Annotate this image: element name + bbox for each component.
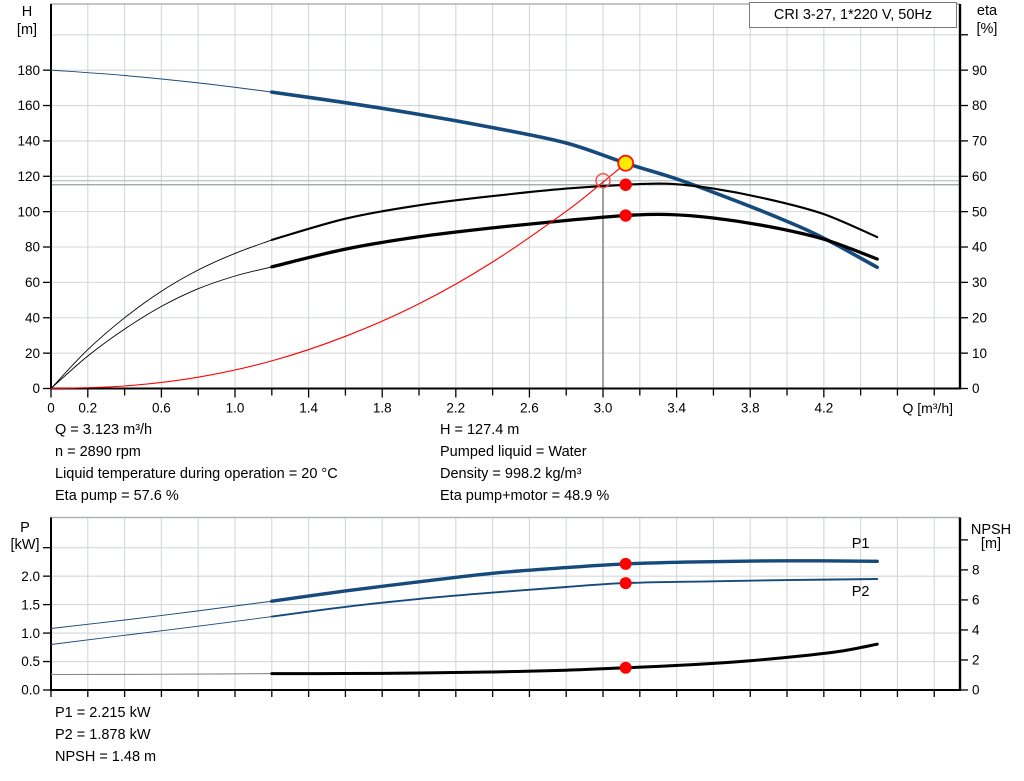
svg-text:[m]: [m] [981, 536, 1001, 552]
eta-pump-duty-dot [619, 178, 632, 191]
requested-duty-point [595, 172, 611, 189]
svg-text:8: 8 [972, 563, 980, 578]
svg-text:80: 80 [25, 240, 40, 255]
npsh-curve [50, 642, 879, 676]
svg-text:0: 0 [972, 381, 980, 396]
svg-text:90: 90 [972, 63, 987, 78]
svg-text:0: 0 [32, 381, 40, 396]
svg-text:60: 60 [972, 169, 987, 184]
p2-curve-label: P2 [852, 584, 870, 600]
duty-crosshair [51, 180, 960, 389]
svg-text:2.0: 2.0 [21, 569, 40, 584]
svg-text:0.6: 0.6 [152, 401, 171, 416]
svg-text:30: 30 [972, 275, 987, 290]
svg-text:1.8: 1.8 [373, 401, 392, 416]
svg-text:3.4: 3.4 [667, 401, 686, 416]
npsh-text: NPSH = 1.48 m [55, 749, 157, 765]
svg-text:2.2: 2.2 [446, 401, 465, 416]
svg-text:Q [m³/h]: Q [m³/h] [902, 400, 953, 416]
npsh-duty-dot [619, 661, 632, 674]
svg-text:160: 160 [17, 98, 40, 113]
svg-text:6: 6 [972, 593, 980, 608]
svg-text:0.2: 0.2 [78, 401, 97, 416]
density-text: Density = 998.2 kg/m³ [440, 466, 582, 482]
duty-head-text: H = 127.4 m [440, 422, 520, 438]
svg-text:1.0: 1.0 [226, 401, 245, 416]
pumped-liquid-text: Pumped liquid = Water [440, 444, 587, 460]
gridlines [51, 4, 960, 389]
svg-text:180: 180 [17, 63, 40, 78]
svg-text:eta: eta [977, 3, 998, 19]
pump-speed-text: n = 2890 rpm [55, 444, 141, 460]
svg-text:70: 70 [972, 134, 987, 149]
p2-text: P2 = 1.878 kW [55, 727, 151, 743]
svg-text:100: 100 [17, 204, 40, 219]
pump-title: CRI 3-27, 1*220 V, 50Hz [773, 7, 933, 23]
svg-text:1.0: 1.0 [21, 626, 40, 641]
svg-text:40: 40 [25, 310, 40, 325]
actual-duty-point [617, 154, 635, 172]
p1-text: P1 = 2.215 kW [55, 705, 151, 721]
svg-text:50: 50 [972, 204, 987, 219]
p1-curve-label: P1 [852, 536, 870, 552]
power-npsh-chart: 0.0 0.5 1.0 1.5 2.0 0 2 4 6 8 P[kW] NPSH[m] P1 P2 [11, 516, 1011, 698]
svg-text:P: P [20, 520, 30, 536]
svg-text:2.6: 2.6 [520, 401, 539, 416]
power-npsh-info: P1 = 2.215 kW P2 = 1.878 kW NPSH = 1.48 … [55, 702, 156, 768]
svg-text:1.4: 1.4 [299, 401, 318, 416]
svg-text:80: 80 [972, 98, 987, 113]
svg-text:1.5: 1.5 [21, 597, 40, 612]
head-curve [50, 69, 879, 270]
system-curve [50, 162, 627, 390]
svg-text:H: H [22, 4, 32, 20]
duty-info-right: H = 127.4 m Pumped liquid = Water Densit… [440, 419, 609, 507]
svg-text:[kW]: [kW] [11, 537, 40, 553]
svg-text:[m]: [m] [17, 22, 37, 38]
svg-text:140: 140 [17, 134, 40, 149]
duty-info-left: Q = 3.123 m³/h n = 2890 rpm Liquid tempe… [55, 419, 338, 507]
liquid-temperature-text: Liquid temperature during operation = 20… [55, 466, 338, 482]
svg-text:3.0: 3.0 [594, 401, 613, 416]
eta-pump-curve [50, 182, 879, 389]
svg-text:3.8: 3.8 [741, 401, 760, 416]
svg-text:0.5: 0.5 [21, 654, 40, 669]
eta-pump-motor-text: Eta pump+motor = 48.9 % [440, 488, 610, 504]
svg-text:120: 120 [17, 169, 40, 184]
eta-pump-motor-duty-dot [619, 209, 632, 222]
eta-pump-motor-curve [50, 212, 879, 389]
duty-flow-text: Q = 3.123 m³/h [55, 422, 153, 438]
gridlines [51, 517, 960, 690]
svg-text:4: 4 [972, 623, 980, 638]
svg-text:0.0: 0.0 [21, 683, 40, 698]
svg-text:40: 40 [972, 240, 987, 255]
svg-text:NPSH: NPSH [971, 522, 1011, 538]
p2-curve [50, 578, 879, 645]
pump-title-box: CRI 3-27, 1*220 V, 50Hz [749, 2, 957, 28]
svg-text:10: 10 [972, 346, 987, 361]
svg-text:0: 0 [972, 683, 980, 698]
x-axis-ticks [50, 388, 935, 398]
hq-eta-chart: 0 0.2 0.6 1.0 1.4 1.8 2.2 2.6 3.0 3.4 3.8 4.2 Q [m³/… [17, 3, 998, 416]
svg-text:4.2: 4.2 [814, 401, 833, 416]
svg-text:2: 2 [972, 653, 980, 668]
svg-text:[%]: [%] [977, 21, 998, 37]
x-axis-ticks [50, 690, 935, 697]
p1-curve [50, 559, 879, 629]
svg-text:0: 0 [47, 401, 55, 416]
eta-pump-text: Eta pump = 57.6 % [55, 488, 179, 504]
p1-duty-dot [619, 557, 632, 570]
p2-duty-dot [619, 577, 632, 590]
svg-text:20: 20 [972, 310, 987, 325]
svg-text:20: 20 [25, 346, 40, 361]
svg-text:60: 60 [25, 275, 40, 290]
